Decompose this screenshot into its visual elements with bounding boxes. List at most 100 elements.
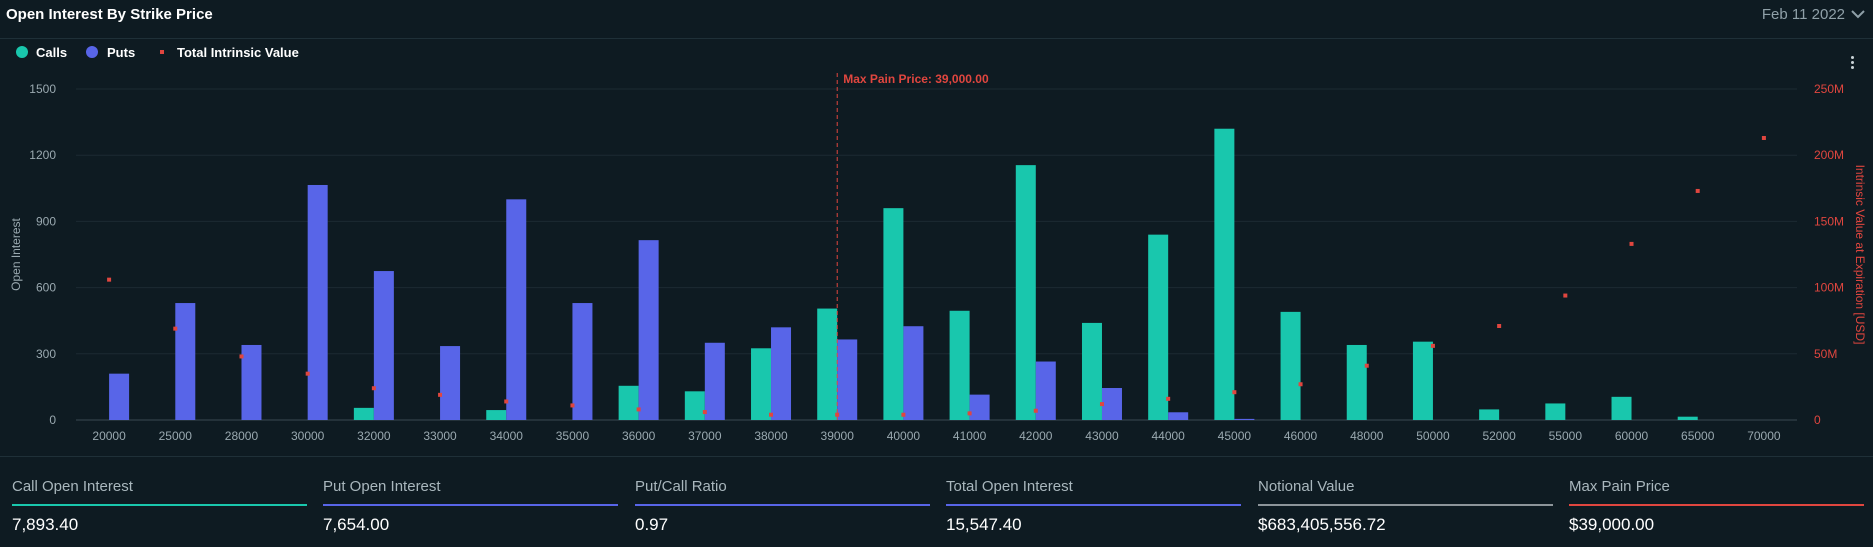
stat-label: Max Pain Price xyxy=(1569,478,1670,495)
bar-puts xyxy=(440,346,461,420)
y-tick-label: 0 xyxy=(49,413,56,427)
y2-tick-label: 150M xyxy=(1814,214,1844,228)
y2-axis-title: Intrinsic Value at Expiration [USD] xyxy=(1853,165,1867,345)
bar-puts xyxy=(307,184,328,420)
intrinsic-value-point xyxy=(305,371,310,376)
bar-calls xyxy=(618,385,639,420)
intrinsic-value-point xyxy=(1033,408,1038,413)
x-tick-label: 33000 xyxy=(423,429,457,443)
intrinsic-value-point xyxy=(1761,135,1766,140)
y2-tick-label: 100M xyxy=(1814,281,1844,295)
stat-max-pain-price: Max Pain Price $39,000.00 xyxy=(1569,457,1864,547)
bar-calls xyxy=(1081,322,1102,420)
stat-underline xyxy=(323,504,618,506)
legend-puts-marker xyxy=(86,46,98,58)
bar-puts xyxy=(771,327,792,420)
intrinsic-value-point xyxy=(1364,363,1369,368)
intrinsic-value-point xyxy=(504,399,509,404)
x-tick-label: 60000 xyxy=(1615,429,1649,443)
y2-tick-label: 0 xyxy=(1814,413,1821,427)
stat-put-open-interest: Put Open Interest 7,654.00 xyxy=(323,457,618,547)
x-tick-label: 38000 xyxy=(754,429,788,443)
stat-value: 15,547.40 xyxy=(946,515,1022,534)
bar-calls xyxy=(883,208,904,420)
intrinsic-value-point xyxy=(702,410,707,415)
legend-intrinsic-label: Total Intrinsic Value xyxy=(177,45,299,60)
bar-calls xyxy=(1677,416,1698,420)
x-tick-label: 36000 xyxy=(622,429,656,443)
x-tick-label: 34000 xyxy=(490,429,524,443)
x-tick-label: 43000 xyxy=(1085,429,1119,443)
intrinsic-value-point xyxy=(239,354,244,359)
intrinsic-value-point xyxy=(107,277,112,282)
legend-calls-marker xyxy=(16,46,28,58)
x-tick-label: 65000 xyxy=(1681,429,1715,443)
y-axis-title: Open Interest xyxy=(9,217,23,290)
y2-tick-label: 250M xyxy=(1814,82,1844,96)
x-tick-label: 45000 xyxy=(1218,429,1252,443)
stat-call-open-interest: Call Open Interest 7,893.40 xyxy=(12,457,307,547)
bar-puts xyxy=(837,339,858,420)
bar-calls xyxy=(486,410,507,420)
intrinsic-value-point xyxy=(1629,241,1634,246)
intrinsic-value-point xyxy=(769,412,774,417)
bar-calls xyxy=(1015,165,1036,420)
open-interest-chart: Calls Puts Total Intrinsic Value 0 300 600 900… xyxy=(9,45,1867,443)
x-tick-label: 39000 xyxy=(821,429,855,443)
panel-header: Open Interest By Strike Price Feb 11 202… xyxy=(0,0,1873,39)
stat-value: $39,000.00 xyxy=(1569,515,1655,534)
intrinsic-value-point xyxy=(636,407,641,412)
stat-label: Notional Value xyxy=(1258,478,1355,495)
stat-value: 7,893.40 xyxy=(12,515,79,534)
y-tick-label: 600 xyxy=(36,281,56,295)
intrinsic-value-point xyxy=(901,412,906,417)
bar-calls xyxy=(1148,234,1169,420)
x-tick-label: 20000 xyxy=(92,429,126,443)
bar-calls xyxy=(1412,341,1433,420)
bar-calls xyxy=(751,348,772,420)
bar-puts xyxy=(704,342,725,420)
x-tick-label: 32000 xyxy=(357,429,391,443)
stat-value: $683,405,556.72 xyxy=(1258,515,1386,534)
stat-label: Call Open Interest xyxy=(12,478,133,495)
x-tick-label: 37000 xyxy=(688,429,722,443)
stat-label: Total Open Interest xyxy=(946,478,1073,495)
chart-menu-icon[interactable] xyxy=(1846,54,1858,74)
x-tick-label: 44000 xyxy=(1151,429,1185,443)
x-tick-label: 40000 xyxy=(887,429,921,443)
bar-puts xyxy=(969,394,990,420)
intrinsic-value-point xyxy=(1232,390,1237,395)
legend-intrinsic-marker xyxy=(160,50,164,54)
stat-underline xyxy=(12,504,307,506)
stat-value: 0.97 xyxy=(635,515,669,534)
x-tick-label: 46000 xyxy=(1284,429,1318,443)
bar-calls xyxy=(1611,396,1632,420)
bar-calls xyxy=(684,391,705,420)
x-tick-label: 41000 xyxy=(953,429,987,443)
stat-put-call-ratio: Put/Call Ratio 0.97 xyxy=(635,457,930,547)
legend-calls-label: Calls xyxy=(36,45,67,60)
panel-title: Open Interest By Strike Price xyxy=(6,6,213,23)
intrinsic-value-point xyxy=(1099,402,1104,407)
x-tick-label: 70000 xyxy=(1747,429,1781,443)
y-tick-label: 1500 xyxy=(29,82,56,96)
bar-puts xyxy=(109,373,130,420)
y-tick-label: 300 xyxy=(36,347,56,361)
stat-notional-value: Notional Value $683,405,556.72 xyxy=(1258,457,1553,547)
stat-total-open-interest: Total Open Interest 15,547.40 xyxy=(946,457,1241,547)
stat-underline xyxy=(1258,504,1553,506)
stat-value: 7,654.00 xyxy=(323,515,390,534)
intrinsic-value-point xyxy=(967,411,972,416)
bar-puts xyxy=(903,326,924,420)
intrinsic-value-point xyxy=(1563,293,1568,298)
x-tick-label: 42000 xyxy=(1019,429,1053,443)
bar-puts xyxy=(1101,388,1122,420)
y-tick-label: 1200 xyxy=(29,148,56,162)
x-tick-label: 25000 xyxy=(159,429,193,443)
max-pain-label: Max Pain Price: 39,000.00 xyxy=(843,72,989,86)
bar-puts xyxy=(638,240,659,420)
bar-calls xyxy=(1545,403,1566,420)
bar-puts xyxy=(1168,412,1189,420)
date-dropdown[interactable]: Feb 11 2022 xyxy=(1762,6,1865,23)
legend-puts-label: Puts xyxy=(107,45,135,60)
